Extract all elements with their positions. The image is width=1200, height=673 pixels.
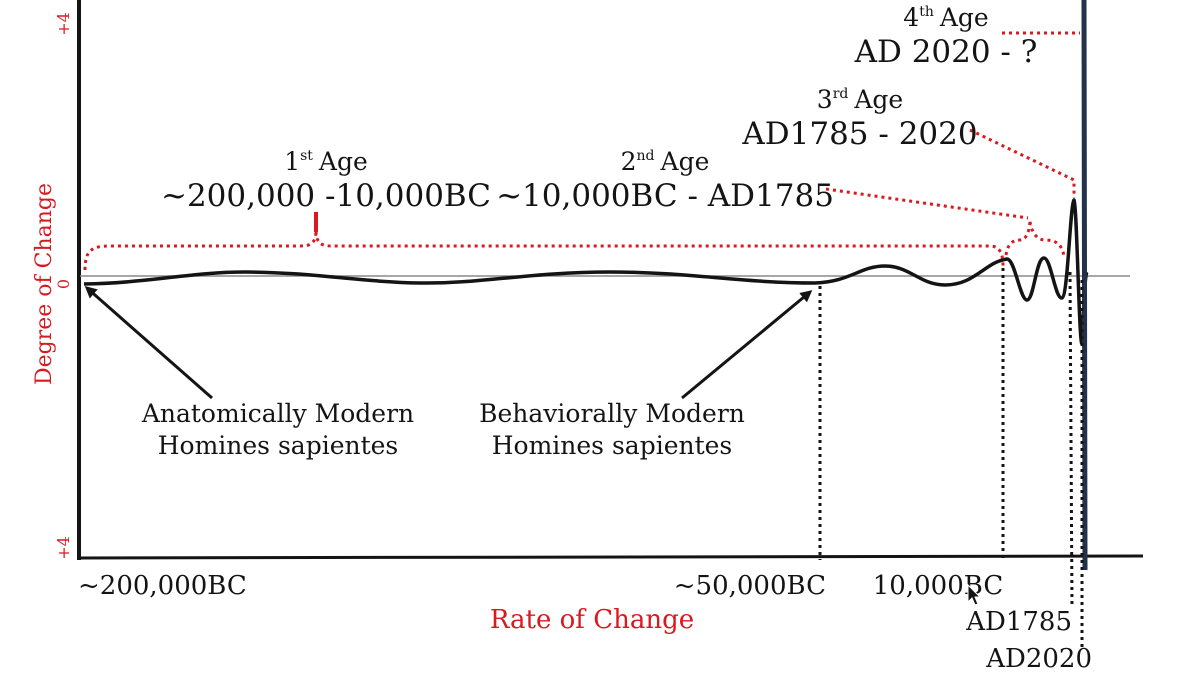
second-age-title: 2nd Age bbox=[621, 147, 710, 176]
second-age-connector bbox=[825, 187, 1029, 220]
y-axis-bottom-tick: +4 bbox=[54, 536, 73, 560]
behavioral-arrow bbox=[681, 290, 813, 400]
anatomical-line1: Anatomically Modern bbox=[141, 399, 414, 428]
second-age-brace bbox=[1004, 219, 1066, 257]
x-axis-line bbox=[76, 554, 1144, 560]
x-axis-label: Rate of Change bbox=[490, 605, 694, 635]
y-axis-top-tick: +4 bbox=[54, 12, 73, 36]
fourth-age-signal-line bbox=[1081, 0, 1088, 571]
change-curve bbox=[83, 198, 1089, 346]
x-tick-ad2020: AD2020 bbox=[985, 644, 1092, 673]
fourth-age-range: AD 2020 - ? bbox=[854, 34, 1038, 70]
x-tick-200000bc: ~200,000BC bbox=[78, 571, 247, 601]
behavioral-line2: Homines sapientes bbox=[492, 431, 733, 460]
third-age-range: AD1785 - 2020 bbox=[741, 116, 977, 152]
first-age-brace bbox=[83, 229, 1005, 271]
x-tick-50000bc: ~50,000BC bbox=[674, 571, 826, 601]
x-tick-10000bc: 10,000BC bbox=[873, 571, 1003, 601]
fourth-age-title: 4th Age bbox=[903, 3, 988, 32]
x-tick-ad1785: AD1785 bbox=[965, 607, 1072, 637]
third-age-connector bbox=[969, 128, 1076, 198]
third-age-title: 3rd Age bbox=[817, 85, 903, 114]
first-age-title: 1st Age bbox=[284, 147, 368, 176]
behavioral-line1: Behaviorally Modern bbox=[479, 399, 745, 428]
mouse-cursor-icon bbox=[967, 583, 982, 606]
anatomical-arrow bbox=[84, 286, 213, 400]
y-axis-zero-tick: 0 bbox=[54, 279, 73, 289]
anatomical-line2: Homines sapientes bbox=[158, 431, 399, 460]
y-axis-label: Degree of Change bbox=[32, 183, 57, 385]
second-age-range: ~10,000BC - AD1785 bbox=[496, 178, 834, 214]
first-age-range: ~200,000 -10,000BC bbox=[161, 178, 491, 214]
